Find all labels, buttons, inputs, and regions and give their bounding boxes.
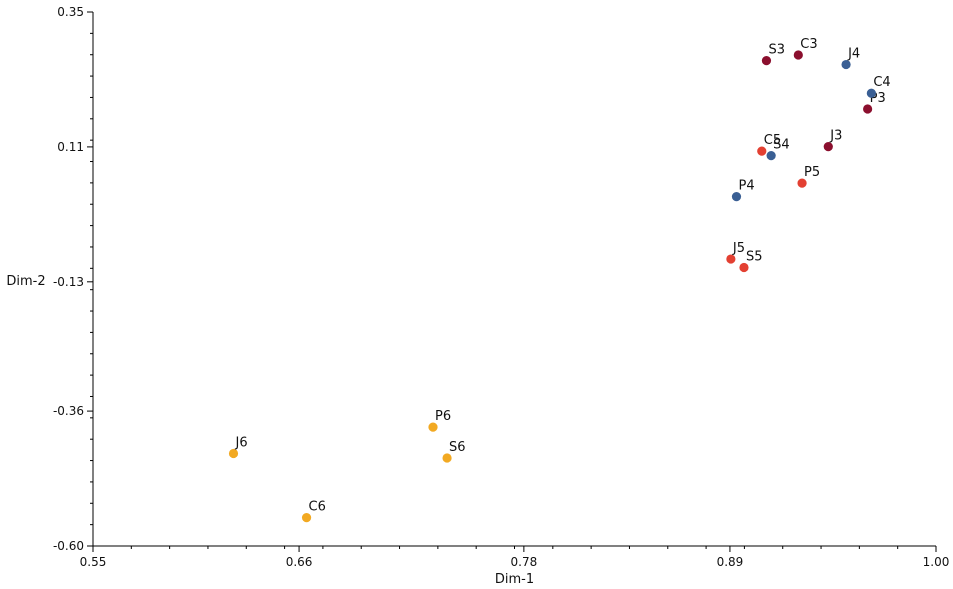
y-tick-label: 0.35 [57,5,84,19]
point-label-s6: S6 [449,440,466,455]
point-p6 [428,422,438,432]
point-s6 [442,453,452,463]
y-tick-label: 0.11 [57,140,84,154]
point-label-j6: J6 [235,436,248,451]
x-tick-label: 0.66 [286,555,313,569]
point-label-c4: C4 [873,75,890,90]
x-tick-label: 0.78 [511,555,538,569]
point-label-p4: P4 [738,179,754,194]
x-tick-label: 0.55 [80,555,107,569]
point-c6 [301,513,312,523]
point-label-p5: P5 [804,165,820,180]
point-c3 [793,50,803,60]
point-label-c6: C6 [309,500,326,515]
point-label-s4: S4 [773,138,790,153]
point-j3 [823,142,833,152]
point-s4 [766,151,776,161]
x-tick-label: 0.89 [717,555,744,569]
point-label-j4: J4 [847,47,860,62]
axes: 0.55 0.66 0.78 0.89 1.00 0.35 0.11 -0.13 -0.36 -0… [53,5,949,569]
point-s5 [739,262,749,273]
point-p4 [731,192,742,202]
point-s3 [761,56,772,66]
point-c4 [866,88,876,98]
y-axis-title: Dim-2 [6,274,45,289]
y-tick-label: -0.36 [53,404,84,418]
point-label-c5: C5 [764,133,781,148]
point-p3 [863,104,873,114]
y-tick-label: -0.60 [53,539,84,553]
x-tick-label: 1.00 [923,555,950,569]
point-j4 [841,59,851,70]
point-j5 [726,254,736,264]
point-label-s5: S5 [746,249,763,264]
point-p5 [797,178,807,188]
point-c5 [757,146,767,156]
x-axis-title: Dim-1 [495,572,534,587]
point-label-j3: J3 [829,129,842,144]
point-label-p6: P6 [435,409,451,424]
y-tick-label: -0.13 [53,275,84,289]
point-label-j5: J5 [732,241,745,256]
point-label-s3: S3 [768,43,785,58]
point-j6 [228,448,239,459]
point-label-c3: C3 [800,37,817,52]
